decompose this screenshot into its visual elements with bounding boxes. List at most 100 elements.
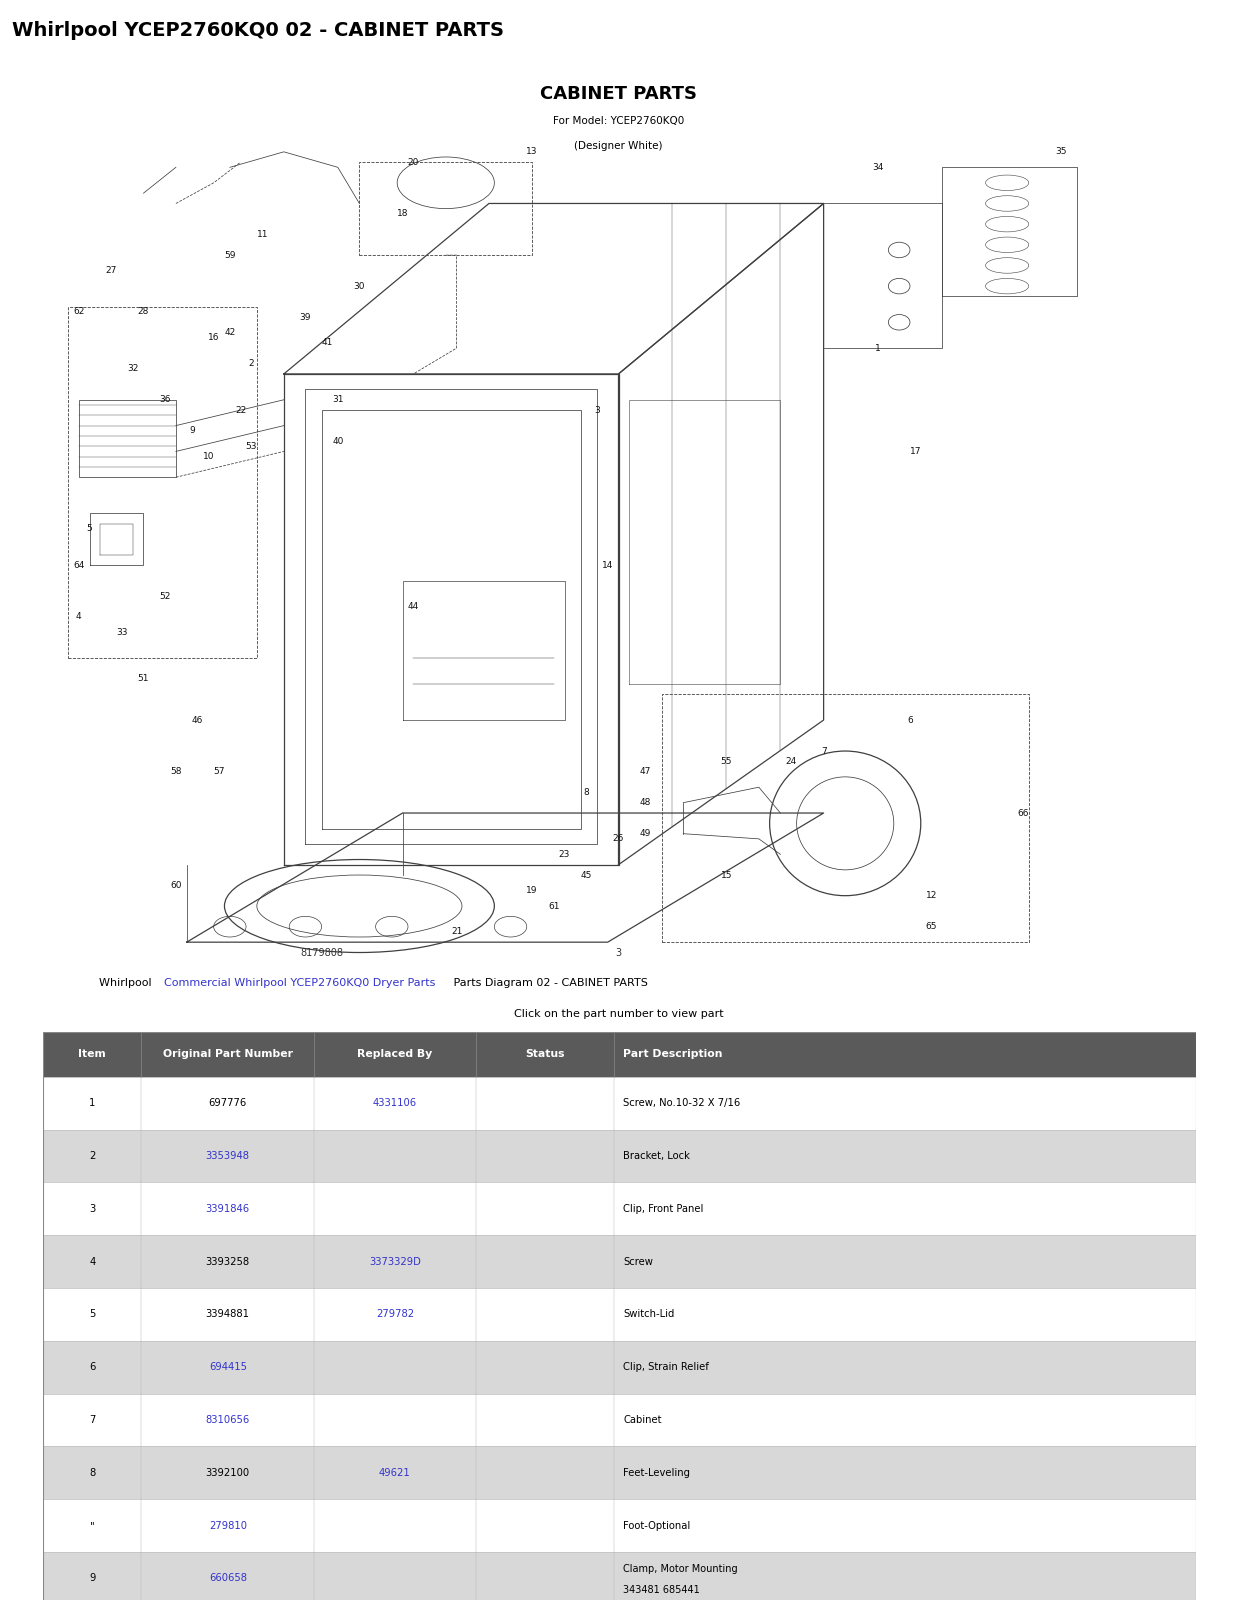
Text: 279810: 279810 xyxy=(209,1520,246,1531)
Bar xyxy=(43,1288,1196,1341)
Text: Clip, Front Panel: Clip, Front Panel xyxy=(623,1203,704,1214)
Text: 3353948: 3353948 xyxy=(205,1150,250,1162)
Text: 61: 61 xyxy=(548,901,559,910)
Text: 9: 9 xyxy=(189,426,195,435)
Text: 6: 6 xyxy=(907,715,913,725)
Text: 62: 62 xyxy=(73,307,84,317)
Text: 53: 53 xyxy=(246,442,257,451)
Text: 64: 64 xyxy=(73,560,84,570)
Text: Clip, Strain Relief: Clip, Strain Relief xyxy=(623,1362,709,1373)
Text: 8310656: 8310656 xyxy=(205,1414,250,1426)
Text: 3: 3 xyxy=(89,1203,95,1214)
Text: 31: 31 xyxy=(332,395,344,405)
Text: Part Description: Part Description xyxy=(623,1050,722,1059)
Bar xyxy=(43,1130,1196,1182)
Text: 52: 52 xyxy=(160,592,171,600)
Text: 58: 58 xyxy=(171,768,182,776)
Text: 1: 1 xyxy=(89,1098,95,1109)
Text: 3391846: 3391846 xyxy=(205,1203,250,1214)
Bar xyxy=(43,1182,1196,1235)
Text: Bracket, Lock: Bracket, Lock xyxy=(623,1150,690,1162)
Text: Commercial Whirlpool YCEP2760KQ0 Dryer Parts: Commercial Whirlpool YCEP2760KQ0 Dryer P… xyxy=(163,979,435,989)
Text: 694415: 694415 xyxy=(209,1362,246,1373)
Text: Feet-Leveling: Feet-Leveling xyxy=(623,1467,690,1478)
Text: 697776: 697776 xyxy=(209,1098,247,1109)
Text: Screw: Screw xyxy=(623,1256,653,1267)
Text: 27: 27 xyxy=(105,266,116,275)
Text: 23: 23 xyxy=(559,850,570,859)
Text: 46: 46 xyxy=(192,715,203,725)
Text: 41: 41 xyxy=(322,339,333,347)
Text: 4: 4 xyxy=(89,1256,95,1267)
Text: 7: 7 xyxy=(89,1414,95,1426)
Text: 1: 1 xyxy=(875,344,881,352)
Text: 3: 3 xyxy=(594,406,600,414)
Text: 8: 8 xyxy=(89,1467,95,1478)
Text: 66: 66 xyxy=(1018,808,1029,818)
Text: 60: 60 xyxy=(171,882,182,890)
Text: Original Part Number: Original Part Number xyxy=(163,1050,293,1059)
Text: 28: 28 xyxy=(137,307,150,317)
Bar xyxy=(43,1341,1196,1394)
Text: 47: 47 xyxy=(640,768,651,776)
Text: 3393258: 3393258 xyxy=(205,1256,250,1267)
Text: 13: 13 xyxy=(527,147,538,157)
Text: 20: 20 xyxy=(408,158,419,166)
Text: 660658: 660658 xyxy=(209,1573,246,1584)
Text: 59: 59 xyxy=(224,251,235,259)
Bar xyxy=(43,1499,1196,1552)
Text: 17: 17 xyxy=(909,446,922,456)
Text: Whirlpool YCEP2760KQ0 02 - CABINET PARTS: Whirlpool YCEP2760KQ0 02 - CABINET PARTS xyxy=(12,21,505,40)
Text: 11: 11 xyxy=(256,230,268,238)
Bar xyxy=(360,162,532,254)
Text: 44: 44 xyxy=(408,602,419,611)
Text: ": " xyxy=(90,1520,95,1531)
Text: 3392100: 3392100 xyxy=(205,1467,250,1478)
Text: 18: 18 xyxy=(397,210,408,218)
Text: 45: 45 xyxy=(580,870,591,880)
Text: 33: 33 xyxy=(116,627,127,637)
Text: 21: 21 xyxy=(450,928,463,936)
Text: 49621: 49621 xyxy=(379,1467,411,1478)
Text: 14: 14 xyxy=(602,560,614,570)
Text: For Model: YCEP2760KQ0: For Model: YCEP2760KQ0 xyxy=(553,115,684,126)
Text: 6: 6 xyxy=(89,1362,95,1373)
Bar xyxy=(43,1235,1196,1288)
Text: 7: 7 xyxy=(820,747,826,755)
Text: 343481 685441: 343481 685441 xyxy=(623,1586,700,1595)
Text: 22: 22 xyxy=(235,406,246,414)
Text: Click on the part number to view part: Click on the part number to view part xyxy=(513,1010,724,1019)
Bar xyxy=(79,400,176,477)
Text: 12: 12 xyxy=(925,891,938,901)
Text: 57: 57 xyxy=(213,768,225,776)
Bar xyxy=(43,1394,1196,1446)
Text: 3373329D: 3373329D xyxy=(369,1256,421,1267)
Text: Cabinet: Cabinet xyxy=(623,1414,662,1426)
Text: 279782: 279782 xyxy=(376,1309,414,1320)
Text: 5: 5 xyxy=(89,1309,95,1320)
Text: Foot-Optional: Foot-Optional xyxy=(623,1520,690,1531)
Text: 26: 26 xyxy=(612,834,625,843)
Text: 51: 51 xyxy=(137,674,150,683)
Text: 24: 24 xyxy=(785,757,797,766)
Text: CABINET PARTS: CABINET PARTS xyxy=(541,85,696,102)
Text: 40: 40 xyxy=(332,437,344,445)
Text: 19: 19 xyxy=(527,886,538,894)
Text: Item: Item xyxy=(78,1050,106,1059)
Text: 48: 48 xyxy=(640,798,651,806)
Text: 8: 8 xyxy=(583,787,589,797)
Text: 4331106: 4331106 xyxy=(372,1098,417,1109)
Bar xyxy=(68,307,257,658)
Text: 32: 32 xyxy=(127,365,139,373)
Text: 10: 10 xyxy=(203,453,214,461)
Text: 65: 65 xyxy=(925,922,938,931)
Text: Screw, No.10-32 X 7/16: Screw, No.10-32 X 7/16 xyxy=(623,1098,741,1109)
Text: 34: 34 xyxy=(872,163,883,171)
Text: 3394881: 3394881 xyxy=(205,1309,250,1320)
Bar xyxy=(662,694,1029,942)
Text: 5: 5 xyxy=(87,525,93,533)
Text: Whirlpool: Whirlpool xyxy=(99,979,155,989)
Text: 30: 30 xyxy=(354,282,365,291)
Text: (Designer White): (Designer White) xyxy=(574,141,663,152)
Text: 42: 42 xyxy=(224,328,235,338)
